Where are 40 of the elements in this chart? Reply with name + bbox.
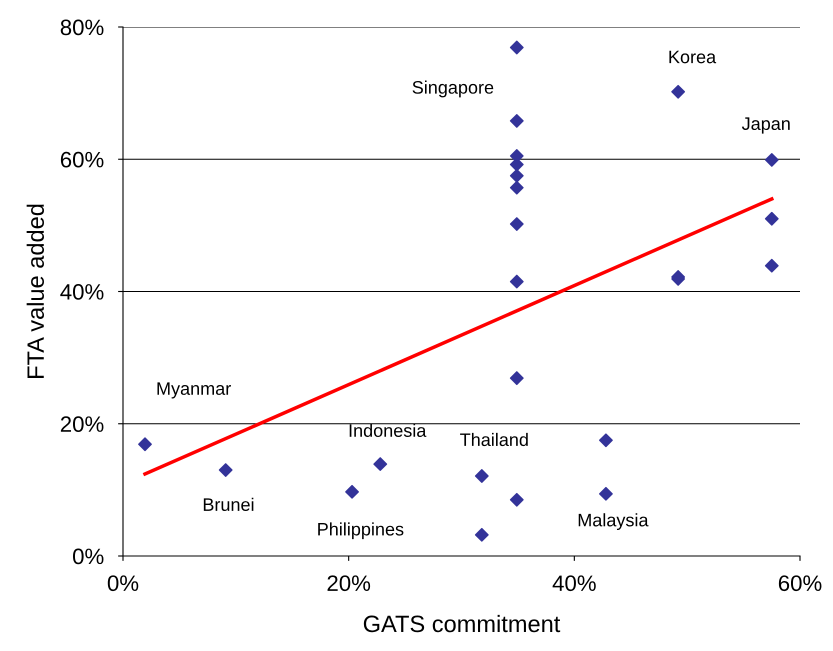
annotation: Japan <box>742 117 790 134</box>
y-tick-label: 40% <box>60 284 104 300</box>
point <box>599 486 613 501</box>
y-tick-label: 0% <box>73 548 104 564</box>
annotation: Philippines <box>318 522 404 540</box>
x-tick-label: 0% <box>108 575 138 592</box>
y-axis-title: FTA value added <box>26 204 44 378</box>
annotation: Malaysia <box>578 513 648 530</box>
point <box>510 168 524 183</box>
point <box>764 212 779 226</box>
annotation: Indonesia <box>350 424 426 437</box>
point <box>510 274 524 288</box>
annotation: Singapore <box>412 80 494 98</box>
annotation: Myanmar <box>157 382 231 398</box>
point <box>510 492 524 507</box>
point <box>510 217 524 231</box>
annotation: Brunei <box>204 498 254 511</box>
point <box>510 180 524 195</box>
x-axis-title: GATS commitment <box>364 614 560 632</box>
point <box>510 114 524 128</box>
point <box>345 484 359 499</box>
x-tick-label: 60% <box>778 575 822 592</box>
annotation: Korea <box>669 50 716 64</box>
point <box>671 84 686 99</box>
point <box>474 469 489 483</box>
x-tick-label: 20% <box>328 575 370 592</box>
point <box>474 528 489 542</box>
point <box>599 433 613 448</box>
annotation: Thailand <box>460 432 528 446</box>
point <box>510 371 524 386</box>
point <box>510 40 524 54</box>
point <box>373 457 388 471</box>
point <box>218 463 233 477</box>
point <box>764 153 779 167</box>
point <box>764 258 779 273</box>
y-tick-label: 60% <box>60 152 104 168</box>
y-tick-label: 20% <box>60 416 104 432</box>
x-tick-label: 40% <box>552 575 596 592</box>
y-tick-label: 80% <box>60 20 104 36</box>
point <box>138 437 152 452</box>
